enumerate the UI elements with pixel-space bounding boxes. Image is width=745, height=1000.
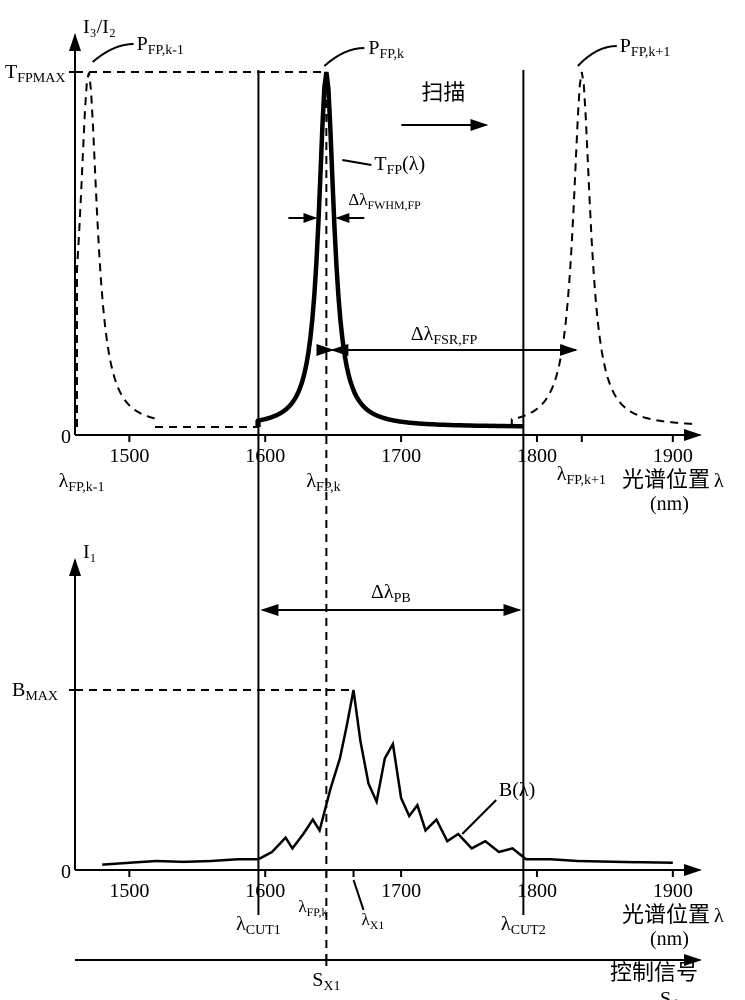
svg-text:光谱位置: 光谱位置 — [622, 467, 710, 492]
svg-text:λ: λ — [714, 470, 724, 492]
svg-text:λCUT1: λCUT1 — [236, 913, 281, 938]
svg-text:1900: 1900 — [653, 880, 693, 902]
svg-text:λFP,k: λFP,k — [298, 897, 327, 919]
svg-text:1500: 1500 — [109, 445, 149, 467]
svg-text:(nm): (nm) — [650, 928, 689, 950]
svg-text:λFP,k+1: λFP,k+1 — [557, 463, 606, 488]
svg-text:0: 0 — [61, 861, 71, 883]
svg-text:I₃/I₂: I₃/I₂ — [83, 16, 116, 38]
svg-text:PFP,k-1: PFP,k-1 — [137, 33, 184, 58]
svg-text:B(λ): B(λ) — [499, 779, 535, 801]
spectral-diagram: I₃/I₂150016001700180019000光谱位置λ(nm)TFPMA… — [5, 16, 724, 1000]
svg-text:λX1: λX1 — [362, 910, 385, 932]
svg-text:Sd: Sd — [660, 988, 678, 1000]
svg-text:1900: 1900 — [653, 445, 693, 467]
svg-text:光谱位置: 光谱位置 — [622, 902, 710, 927]
svg-text:SX1: SX1 — [312, 969, 340, 994]
svg-text:PFP,k+1: PFP,k+1 — [620, 35, 671, 60]
svg-text:λFP,k-1: λFP,k-1 — [59, 470, 105, 495]
svg-text:TFP(λ): TFP(λ) — [374, 153, 425, 178]
svg-text:TFPMAX: TFPMAX — [5, 61, 65, 86]
svg-text:ΔλPB: ΔλPB — [371, 581, 411, 606]
svg-text:1600: 1600 — [245, 445, 285, 467]
svg-text:1600: 1600 — [245, 880, 285, 902]
svg-text:1800: 1800 — [517, 880, 557, 902]
svg-text:PFP,k: PFP,k — [368, 37, 404, 62]
svg-text:I₁: I₁ — [83, 541, 97, 563]
svg-text:ΔλFWHM,FP: ΔλFWHM,FP — [348, 190, 421, 212]
svg-text:1700: 1700 — [381, 445, 421, 467]
svg-text:λCUT2: λCUT2 — [501, 913, 546, 938]
svg-text:ΔλFSR,FP: ΔλFSR,FP — [411, 323, 478, 348]
svg-text:1500: 1500 — [109, 880, 149, 902]
svg-text:扫描: 扫描 — [421, 80, 465, 105]
svg-text:(nm): (nm) — [650, 493, 689, 515]
svg-text:0: 0 — [61, 426, 71, 448]
svg-text:λ: λ — [714, 905, 724, 927]
svg-text:BMAX: BMAX — [12, 679, 58, 704]
svg-text:控制信号: 控制信号 — [610, 960, 698, 985]
svg-text:λFP,k: λFP,k — [306, 470, 340, 495]
svg-text:1700: 1700 — [381, 880, 421, 902]
